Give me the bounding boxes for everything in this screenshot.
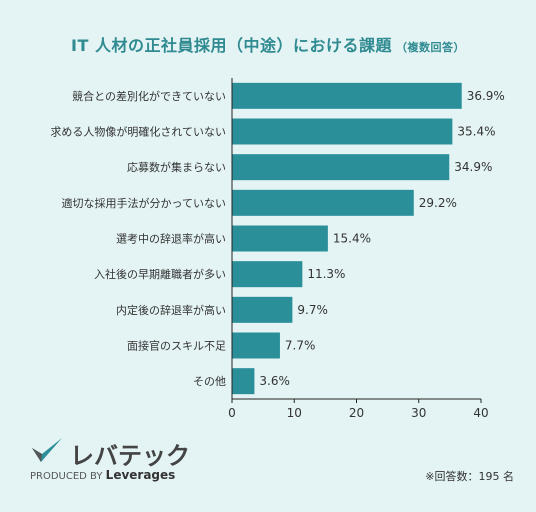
category-label-8: その他 xyxy=(193,375,226,388)
bar-5 xyxy=(232,261,303,288)
chart-title-note: （複数回答） xyxy=(395,41,465,54)
category-label-0: 競合との差別化ができていない xyxy=(72,89,226,103)
produced-by-company: Leverages xyxy=(105,468,176,482)
checkmark-logo-icon xyxy=(32,438,62,462)
chart-title: IT 人材の正社員採用（中途）における課題 （複数回答） xyxy=(0,32,536,56)
produced-by-label: PRODUCED BY xyxy=(30,471,103,482)
logo: レバテック xyxy=(30,436,190,470)
category-label-1: 求める人物像が明確化されていない xyxy=(50,125,226,139)
chart-title-main: IT 人材の正社員採用（中途）における課題 xyxy=(71,36,392,55)
bar-2 xyxy=(232,154,450,181)
category-label-4: 選考中の辞退率が高い xyxy=(116,232,226,246)
value-label-1: 35.4% xyxy=(457,125,495,139)
x-tick-label-3: 30 xyxy=(411,406,426,420)
bar-3 xyxy=(232,189,414,216)
value-label-8: 3.6% xyxy=(259,374,290,388)
category-label-2: 応募数が集まらない xyxy=(127,160,226,174)
produced-by: PRODUCED BY Leverages xyxy=(30,468,175,482)
x-tick-label-0: 0 xyxy=(228,406,236,420)
value-label-5: 11.3% xyxy=(307,267,345,281)
x-tick-label-2: 20 xyxy=(349,406,364,420)
bars-layer xyxy=(232,82,462,395)
axis-layer: 競合との差別化ができていない 36.9% 求める人物像が明確化されていない 35.4%… xyxy=(50,78,505,420)
bar-1 xyxy=(232,118,453,145)
value-label-7: 7.7% xyxy=(285,339,316,353)
bar-0 xyxy=(232,82,462,109)
value-label-3: 29.2% xyxy=(419,196,457,210)
bar-6 xyxy=(232,296,293,323)
logo-name: レバテック xyxy=(70,442,190,470)
x-tick-label-4: 40 xyxy=(473,406,488,420)
value-label-2: 34.9% xyxy=(454,160,492,174)
x-tick-label-1: 10 xyxy=(287,406,302,420)
bar-4 xyxy=(232,225,328,252)
value-label-0: 36.9% xyxy=(467,89,505,103)
respondent-count: ※回答数：195 名 xyxy=(425,470,514,483)
value-label-6: 9.7% xyxy=(297,303,328,317)
bar-8 xyxy=(232,368,255,395)
value-label-4: 15.4% xyxy=(333,232,371,246)
category-label-3: 適切な採用手法が分かっていない xyxy=(62,196,226,210)
category-label-7: 面接官のスキル不足 xyxy=(127,339,226,353)
bar-7 xyxy=(232,332,280,359)
category-label-6: 内定後の辞退率が高い xyxy=(116,303,226,317)
category-label-5: 入社後の早期離職者が多い xyxy=(94,267,226,281)
